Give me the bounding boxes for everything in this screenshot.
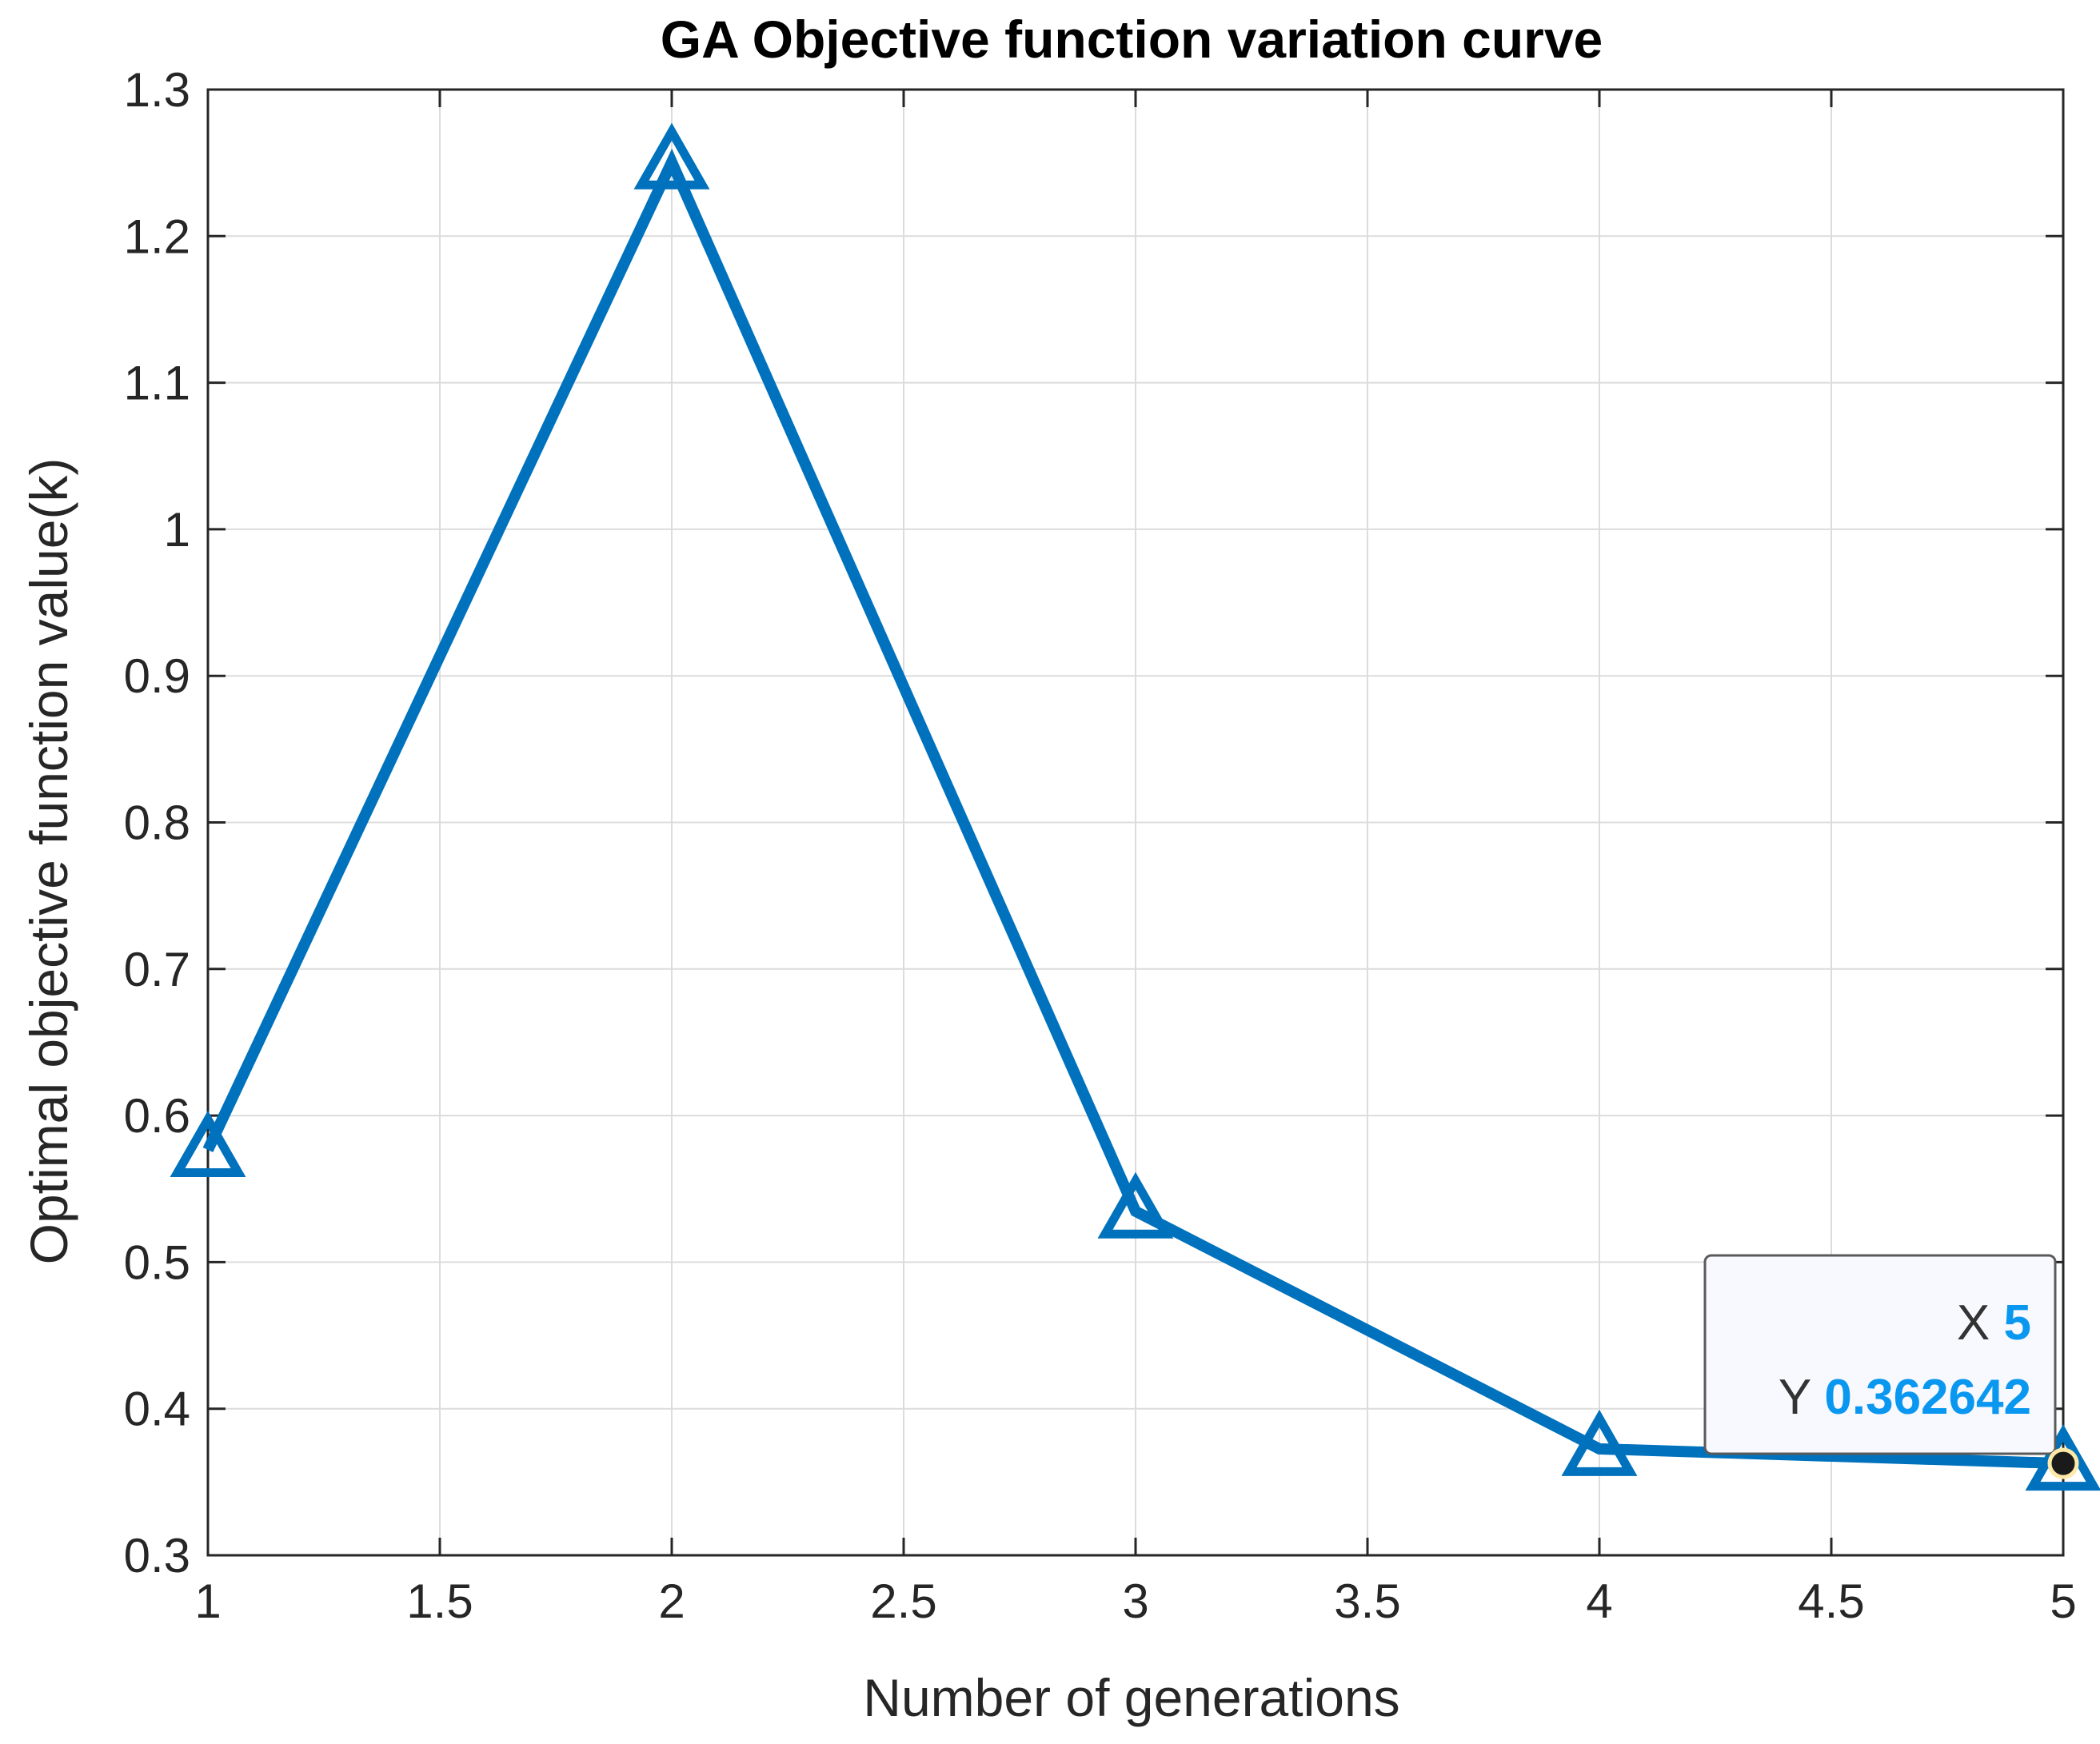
datatip-point-dot[interactable] bbox=[2047, 1447, 2079, 1479]
datatip-box bbox=[1703, 1254, 2057, 1455]
data-point-marker[interactable] bbox=[170, 1110, 246, 1177]
datatip-x-row: X 5 bbox=[1957, 1295, 2031, 1351]
y-tick-label: 1.2 bbox=[124, 210, 190, 263]
x-axis-label: Number of generations bbox=[863, 1668, 1399, 1727]
datatip-y-label: Y bbox=[1779, 1370, 1824, 1425]
y-tick-label: 0.8 bbox=[124, 796, 190, 850]
x-tick-label: 4 bbox=[1586, 1574, 1612, 1628]
y-tick-label: 1.1 bbox=[124, 357, 190, 410]
data-point-marker[interactable] bbox=[1561, 1409, 1638, 1476]
chart-title: GA Objective function variation curve bbox=[661, 10, 1603, 69]
x-tick-label: 1.5 bbox=[406, 1574, 473, 1628]
datatip[interactable]: X 5 Y 0.362642 bbox=[1703, 1254, 2079, 1479]
ticks: 1 1.5 2 2.5 3 3.5 4 4.5 5 0.3 0.4 0.5 0.6 0.7 0.8 0.9 1 1… bbox=[124, 63, 2077, 1628]
y-tick-label: 0.5 bbox=[124, 1235, 190, 1289]
x-tick-label: 1 bbox=[194, 1574, 221, 1628]
y-axis-label: Optimal objective function value(k) bbox=[19, 458, 78, 1265]
x-tick-label: 4.5 bbox=[1798, 1574, 1864, 1628]
y-tick-label: 0.3 bbox=[124, 1529, 190, 1582]
data-point-marker[interactable] bbox=[633, 122, 710, 190]
x-tick-label: 5 bbox=[2050, 1574, 2076, 1628]
datatip-y-row: Y 0.362642 bbox=[1779, 1370, 2031, 1425]
data-point-marker[interactable] bbox=[2025, 1424, 2100, 1491]
datatip-x-label: X bbox=[1957, 1295, 2004, 1351]
datatip-x-value: 5 bbox=[2004, 1295, 2031, 1351]
y-tick-label: 0.7 bbox=[124, 943, 190, 996]
y-tick-label: 0.6 bbox=[124, 1089, 190, 1143]
x-tick-label: 3 bbox=[1122, 1574, 1148, 1628]
x-tick-label: 2 bbox=[658, 1574, 685, 1628]
datatip-y-value: 0.362642 bbox=[1824, 1370, 2031, 1425]
y-tick-label: 1.3 bbox=[124, 63, 190, 117]
x-tick-label: 2.5 bbox=[870, 1574, 936, 1628]
y-tick-label: 1 bbox=[164, 503, 190, 557]
x-tick-label: 3.5 bbox=[1334, 1574, 1400, 1628]
data-point-marker[interactable] bbox=[1097, 1171, 1174, 1239]
y-tick-label: 0.9 bbox=[124, 649, 190, 703]
y-tick-label: 0.4 bbox=[124, 1383, 190, 1436]
